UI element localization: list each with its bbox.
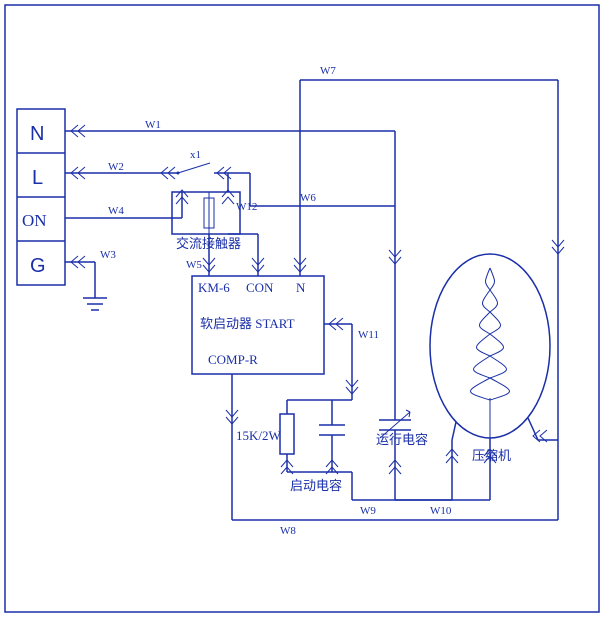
resistor-label: 15K/2W xyxy=(236,428,282,443)
terminal-on-label: ON xyxy=(22,211,47,230)
run-cap-label: 运行电容 xyxy=(376,432,428,447)
terminal-g-label: G xyxy=(30,255,46,277)
svg-text:W2: W2 xyxy=(108,161,124,173)
start-capacitor: 启动电容 xyxy=(290,400,345,493)
resistor-15k2w: 15K/2W xyxy=(236,400,352,472)
wire-after-x1 xyxy=(214,167,250,179)
start-cap-label: 启动电容 xyxy=(290,478,342,493)
ground-symbol xyxy=(83,298,107,310)
run-capacitor: 运行电容 xyxy=(376,410,428,474)
svg-text:CON: CON xyxy=(246,280,274,295)
wire-w11: W11 xyxy=(324,318,379,400)
svg-text:W12: W12 xyxy=(236,201,257,213)
wire-w2: W2 xyxy=(65,161,178,179)
terminal-n-label: N xyxy=(30,123,44,145)
svg-text:W3: W3 xyxy=(100,249,116,261)
wire-w3: W3 xyxy=(65,249,116,298)
wire-w12: W12 xyxy=(228,173,257,213)
svg-text:KM-6: KM-6 xyxy=(198,280,230,295)
soft-starter: KM-6 CON N 软启动器 START COMP-R xyxy=(192,276,324,374)
compressor-label: 压缩机 xyxy=(472,448,511,463)
rc-bottom-node xyxy=(281,460,352,474)
svg-text:W9: W9 xyxy=(360,505,376,517)
svg-text:W7: W7 xyxy=(320,65,336,77)
svg-text:W5: W5 xyxy=(186,259,202,271)
svg-text:COMP-R: COMP-R xyxy=(208,352,258,367)
svg-text:W8: W8 xyxy=(280,525,296,537)
svg-text:W4: W4 xyxy=(108,205,124,217)
compressor: 压缩机 xyxy=(430,254,550,463)
terminal-l-label: L xyxy=(32,167,43,189)
svg-text:软启动器 START: 软启动器 START xyxy=(200,316,295,331)
svg-text:N: N xyxy=(296,280,306,295)
svg-text:W10: W10 xyxy=(430,505,452,517)
svg-text:W1: W1 xyxy=(145,119,161,131)
terminal-block: N L ON G xyxy=(17,109,65,285)
wire-w7: W7 xyxy=(300,65,564,442)
wire-comp-r xyxy=(226,374,238,520)
switch-x1: x1 xyxy=(161,149,210,179)
frame xyxy=(5,5,599,612)
svg-text:W6: W6 xyxy=(300,192,316,204)
svg-text:x1: x1 xyxy=(190,149,201,161)
svg-text:W11: W11 xyxy=(358,329,379,341)
